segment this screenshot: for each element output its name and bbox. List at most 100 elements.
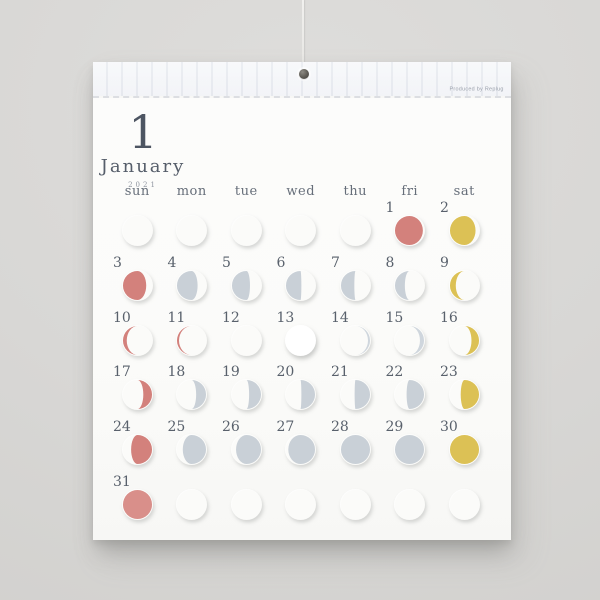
- day-number: 25: [167, 419, 186, 436]
- moon-phase-icon: [130, 435, 152, 465]
- day-cell-23: 23: [437, 364, 492, 421]
- day-header-sat: sat: [453, 184, 475, 199]
- day-cell-12: 12: [219, 309, 274, 367]
- embossed-circle: [339, 488, 371, 520]
- day-cell-blank: [274, 476, 329, 531]
- year-label: 2021: [128, 181, 158, 190]
- day-cell-blank: [274, 202, 329, 257]
- title-block: 1 January 2021: [95, 109, 191, 190]
- day-cell-17: 17: [110, 364, 165, 421]
- moon-phase-icon: [395, 435, 425, 465]
- moon-phase-icon: [122, 270, 146, 300]
- day-number: 3: [113, 254, 122, 271]
- day-number: 6: [276, 254, 286, 271]
- day-number: 16: [440, 309, 458, 326]
- day-cell-13: 13: [274, 309, 329, 367]
- embossed-circle: [121, 324, 153, 356]
- credit-label: Produced by Replug: [449, 85, 504, 92]
- moon-phase-icon: [300, 380, 316, 410]
- day-cell-2: 2: [437, 200, 492, 257]
- hanging-string: [302, 0, 304, 70]
- day-number: 28: [331, 419, 349, 436]
- day-cell-15: 15: [383, 310, 438, 367]
- day-number: 4: [167, 254, 177, 271]
- day-cell-blank: [219, 202, 274, 257]
- moon-phase-icon: [286, 270, 302, 300]
- day-header-sun: sun: [124, 184, 150, 199]
- day-cell-9: 9: [437, 255, 492, 312]
- day-cell-27: 27: [274, 419, 329, 476]
- month-name: January: [100, 156, 186, 178]
- embossed-circle: [285, 324, 317, 356]
- moon-phase-icon: [122, 325, 138, 355]
- day-number: 21: [331, 364, 349, 381]
- day-number: 14: [331, 309, 349, 326]
- day-cell-5: 5: [219, 255, 274, 312]
- day-number: 27: [276, 419, 295, 436]
- day-number: 2: [440, 200, 449, 216]
- embossed-circle: [394, 488, 426, 520]
- day-number: 8: [385, 254, 395, 271]
- moon-phase-icon: [177, 325, 192, 355]
- moon-phase-icon: [182, 435, 207, 465]
- day-cell-4: 4: [165, 254, 220, 312]
- wall-calendar: Produced by Replug 1 January 2021 sun mon…: [93, 62, 511, 540]
- day-number: 29: [385, 419, 404, 436]
- embossed-circle: [176, 324, 208, 356]
- day-cell-blank: [219, 476, 274, 531]
- day-header-wed: wed: [286, 184, 316, 199]
- day-cell-1: 1: [383, 200, 438, 257]
- embossed-circle: [230, 215, 262, 246]
- day-cell-28: 28: [328, 419, 383, 476]
- day-number: 11: [167, 309, 186, 326]
- day-cell-24: 24: [110, 419, 165, 476]
- day-number: 26: [222, 419, 240, 436]
- day-number: 18: [167, 364, 186, 381]
- embossed-circle: [394, 324, 426, 356]
- day-cell-26: 26: [219, 419, 274, 476]
- embossed-circle: [339, 324, 371, 356]
- day-header-fri: fri: [401, 184, 419, 199]
- binding-strip: Produced by Replug: [93, 62, 511, 96]
- moon-phase-icon: [137, 380, 152, 410]
- day-header-thu: thu: [343, 184, 367, 199]
- moon-phase-icon: [246, 380, 261, 410]
- day-number: 30: [440, 419, 458, 436]
- day-number: 1: [385, 200, 395, 216]
- day-cell-6: 6: [274, 254, 329, 312]
- moon-phase-icon: [191, 380, 207, 410]
- day-cell-blank: [110, 202, 165, 257]
- embossed-circle: [285, 488, 317, 520]
- day-number: 10: [113, 309, 131, 326]
- day-cell-blank: [328, 202, 383, 257]
- day-number: 23: [440, 364, 458, 381]
- day-cell-18: 18: [165, 364, 220, 421]
- embossed-circle: [176, 488, 208, 520]
- day-cell-31: 31: [110, 474, 165, 531]
- day-cell-21: 21: [328, 364, 383, 421]
- moon-phase-icon: [177, 270, 198, 300]
- day-cell-16: 16: [437, 309, 492, 367]
- moon-phase-icon: [288, 435, 316, 465]
- day-number: 12: [222, 309, 240, 326]
- day-cell-25: 25: [165, 419, 220, 476]
- day-number: 22: [385, 364, 404, 381]
- moon-phase-icon: [354, 380, 370, 410]
- embossed-circle: [230, 488, 262, 520]
- day-number: 13: [276, 309, 295, 326]
- day-number: 20: [276, 364, 295, 381]
- moon-phase-icon: [449, 215, 476, 246]
- day-cell-blank: [165, 476, 220, 531]
- hang-hole: [299, 69, 309, 79]
- moon-phase-icon: [449, 435, 479, 465]
- day-number: 7: [331, 254, 340, 271]
- embossed-circle: [230, 324, 262, 356]
- moon-phase-icon: [340, 435, 370, 465]
- embossed-circle: [121, 215, 153, 246]
- day-cell-10: 10: [110, 309, 165, 367]
- moon-phase-icon: [464, 325, 479, 355]
- day-number: 19: [222, 364, 240, 381]
- moon-phase-icon: [395, 270, 410, 300]
